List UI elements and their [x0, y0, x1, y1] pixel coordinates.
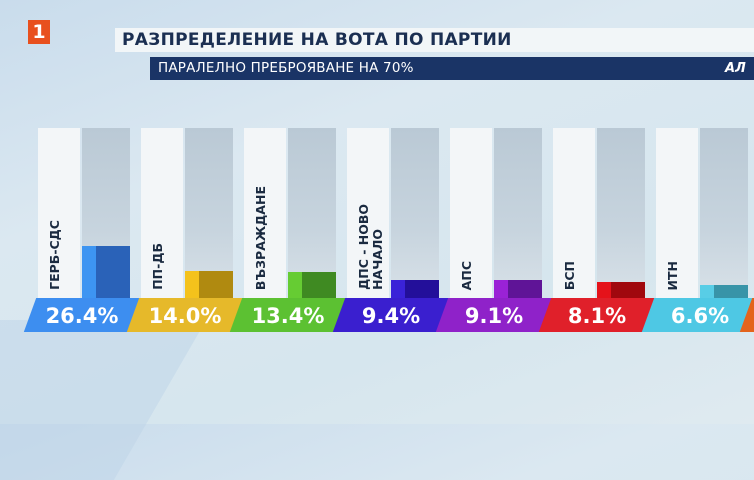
value-label: 14.0% — [148, 304, 222, 328]
label-strip — [656, 128, 698, 298]
party-column: ДПС - НОВО НАЧАЛО 9.4% — [332, 128, 457, 334]
value-label: 26.4% — [45, 304, 119, 328]
bar — [82, 246, 130, 298]
label-strip — [38, 128, 80, 298]
party-label: БСП — [562, 260, 577, 290]
party-label: ДПС - НОВО НАЧАЛО — [356, 204, 385, 290]
party-label: АПС — [459, 260, 474, 290]
value-label: 6.6% — [670, 304, 730, 328]
chart-title: РАЗПРЕДЕЛЕНИЕ НА ВОТА ПО ПАРТИИ — [122, 30, 512, 50]
value-label: 13.4% — [251, 304, 325, 328]
chart-subtitle: ПАРАЛЕЛНО ПРЕБРОЯВАНЕ НА 70% — [158, 60, 414, 76]
bar — [185, 271, 233, 298]
label-strip — [347, 128, 389, 298]
bar-track — [185, 128, 233, 298]
party-label: ИТН — [665, 260, 680, 290]
label-strip — [553, 128, 595, 298]
value-label: 8.1% — [567, 304, 627, 328]
party-column: ПП-ДБ 14.0% — [126, 128, 251, 334]
value-label: 9.1% — [464, 304, 524, 328]
value-label: 9.4% — [361, 304, 421, 328]
bar — [288, 272, 336, 298]
background-decoration — [0, 320, 207, 480]
label-strip — [141, 128, 183, 298]
bar-track — [391, 128, 439, 298]
bar-track — [288, 128, 336, 298]
bar — [597, 282, 645, 298]
agency-logo-icon: АЛ — [725, 61, 746, 76]
bar-track — [494, 128, 542, 298]
party-label: ПП-ДБ — [150, 243, 165, 290]
subtitle-bar — [150, 57, 754, 80]
party-column: ВЪЗРАЖДАНЕ 13.4% — [229, 128, 354, 334]
party-column: БСП 8.1% — [538, 128, 663, 334]
bar — [700, 285, 748, 298]
party-label: ГЕРБ-СДС — [47, 220, 62, 290]
bar-track — [700, 128, 748, 298]
party-column: ГЕРБ-СДС 26.4% — [23, 128, 148, 334]
bar — [494, 280, 542, 298]
party-column: ИТН 6.6% — [641, 128, 754, 334]
party-column: АПС 9.1% — [435, 128, 560, 334]
bar — [391, 280, 439, 298]
bar-track — [597, 128, 645, 298]
label-strip — [450, 128, 492, 298]
party-label: ВЪЗРАЖДАНЕ — [253, 185, 268, 290]
label-strip — [244, 128, 286, 298]
title-bar — [115, 28, 754, 52]
channel-logo: 1 — [28, 20, 50, 44]
